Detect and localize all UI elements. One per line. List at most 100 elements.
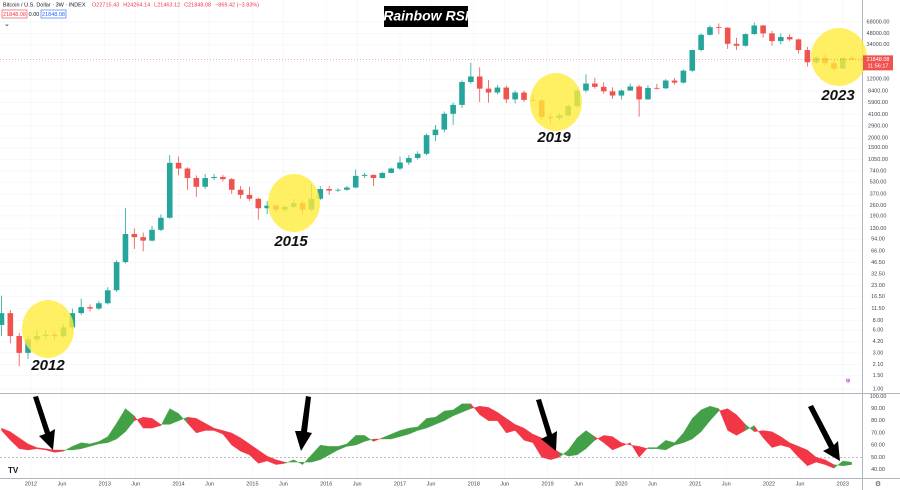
y-tick-label: 32.50 <box>871 272 885 278</box>
x-tick-label: Jun <box>574 481 583 487</box>
candle-body <box>140 237 146 241</box>
candle-body <box>662 80 669 89</box>
y-tick-label: 1.00 <box>873 387 884 393</box>
candle-body <box>113 262 120 291</box>
header-box-text: 0.00 <box>29 12 40 18</box>
x-tick-label: Jun <box>427 481 436 487</box>
ohlc-value: C21848.08 <box>184 2 211 8</box>
x-tick-label: Jun <box>648 481 657 487</box>
candle-body <box>237 189 244 195</box>
rsi-tick-label: 90.00 <box>871 406 885 412</box>
candle-body <box>432 129 439 136</box>
candle-body <box>521 92 527 100</box>
candle-body <box>636 86 642 100</box>
y-tick-label: 8.00 <box>873 318 884 324</box>
candle-body <box>158 217 164 230</box>
y-tick-label: 1050.00 <box>868 157 888 163</box>
y-tick-label: 46.50 <box>871 260 885 266</box>
candle-body <box>600 86 607 92</box>
candle-body <box>680 70 687 83</box>
y-tick-label: 530.00 <box>870 180 887 186</box>
x-tick-label: Jun <box>58 481 67 487</box>
rsi-band <box>647 447 657 449</box>
x-tick-label: 2014 <box>172 481 184 487</box>
candle-body <box>255 198 262 209</box>
grid <box>0 0 862 478</box>
candle-body <box>87 307 93 309</box>
candle-body <box>78 307 84 314</box>
x-tick-label: 2015 <box>246 481 258 487</box>
collapse-icon[interactable]: ⌄ <box>4 21 10 28</box>
x-tick-label: Jun <box>796 481 805 487</box>
candle-body <box>645 87 651 100</box>
candle-body <box>264 205 270 209</box>
year-callout: 2015 <box>273 233 308 250</box>
annotation: Rainbow RSI <box>383 8 470 24</box>
candle-body <box>441 113 448 130</box>
y-tick-label: 2.10 <box>873 362 884 368</box>
candle-body <box>184 168 191 179</box>
price-tag-text: 21848.08 <box>867 57 890 63</box>
candle-body <box>220 176 226 180</box>
settings-icon[interactable]: ⚙ <box>875 480 881 488</box>
candle-body <box>751 25 758 35</box>
y-tick-label: 4100.00 <box>868 112 888 118</box>
y-tick-label: 190.00 <box>870 213 887 219</box>
header-box <box>1 9 28 19</box>
y-tick-label: 3.00 <box>873 350 884 356</box>
candle-body <box>503 87 510 100</box>
candle-body <box>317 189 324 199</box>
candle-body <box>485 88 492 93</box>
alert-icon[interactable]: ⊕ <box>845 379 850 385</box>
candle-body <box>397 162 403 169</box>
candle-body <box>494 87 501 93</box>
candle-body <box>122 234 129 263</box>
arrow <box>33 396 55 450</box>
candle-body <box>671 80 678 83</box>
candle-body <box>804 50 811 63</box>
candle-body <box>202 178 208 187</box>
y-tick-label: 94.00 <box>871 237 885 243</box>
rsi-tick-label: 70.00 <box>871 430 885 436</box>
candle-body <box>618 90 625 96</box>
candle-body <box>609 91 616 96</box>
x-tick-label: 2018 <box>468 481 480 487</box>
candle-body <box>370 174 377 179</box>
y-tick-label: 1.50 <box>873 373 884 379</box>
axes: 68000.00 48000.00 34000.00 12000.00 8400.00 5… <box>25 19 890 487</box>
x-tick-label: 2012 <box>25 481 37 487</box>
arrow <box>808 405 840 461</box>
candle-body <box>7 313 14 337</box>
candle-body <box>414 153 421 159</box>
y-tick-label: 1500.00 <box>868 145 888 151</box>
y-tick-label: 130.00 <box>870 226 887 232</box>
year-callout: 2012 <box>30 357 65 374</box>
candle-body <box>689 50 696 71</box>
candle-body <box>512 92 518 100</box>
y-tick-label: 260.00 <box>870 203 887 209</box>
candle-body <box>760 25 766 34</box>
y-tick-label: 6.00 <box>873 327 884 333</box>
candle-body <box>627 86 634 91</box>
y-tick-label: 48000.00 <box>867 31 890 37</box>
x-tick-label: 2016 <box>320 481 332 487</box>
candle-body <box>326 189 332 191</box>
candle-body <box>707 27 713 35</box>
rsi-tick-label: 100.00 <box>870 394 887 400</box>
callouts: 2012 2015 2019 2023 <box>30 87 855 374</box>
rsi-tick-label: 60.00 <box>871 443 885 449</box>
candle-body <box>795 39 802 51</box>
candle-body <box>228 179 235 190</box>
arrow <box>295 396 312 451</box>
rsi-tick-label: 40.00 <box>871 467 885 473</box>
y-tick-label: 68000.00 <box>867 19 890 25</box>
x-tick-label: Jun <box>205 481 214 487</box>
x-tick-label: 2021 <box>689 481 701 487</box>
candle-body <box>654 87 660 89</box>
candle-body <box>468 76 474 83</box>
candle-body <box>193 178 200 187</box>
candle-body <box>211 176 217 179</box>
annotation-box <box>384 6 468 27</box>
